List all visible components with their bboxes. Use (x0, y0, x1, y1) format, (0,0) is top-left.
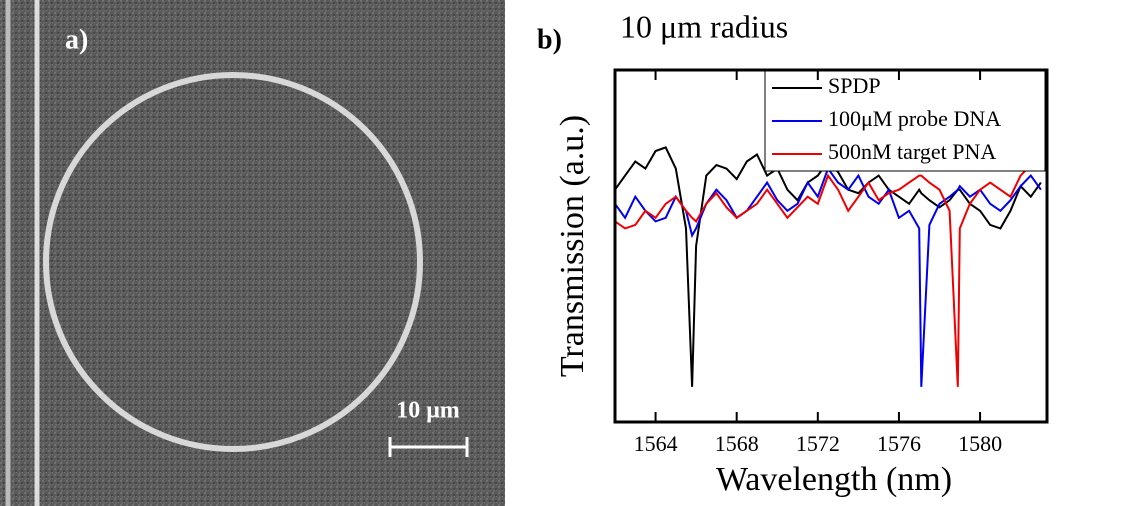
scale-bar-label: 10 μm (396, 398, 460, 424)
series-line (615, 146, 1042, 387)
y-axis-label: Transmission (a.u.) (554, 115, 591, 377)
x-tick-label: 1572 (796, 431, 840, 456)
x-axis-label: Wavelength (nm) (716, 461, 952, 498)
x-tick-label: 1568 (715, 431, 759, 456)
legend-label: 500nM target PNA (828, 139, 996, 164)
x-tick-label: 1580 (958, 431, 1002, 456)
panel-label: a) (65, 24, 88, 55)
series-line (615, 146, 1042, 387)
chart-title: 10 μm radius (620, 8, 788, 44)
x-tick-label: 1576 (877, 431, 921, 456)
panel-label: b) (537, 24, 562, 55)
x-tick-label: 1564 (634, 431, 678, 456)
plot-frame (613, 68, 1049, 424)
legend-label: 100μM probe DNA (828, 106, 1001, 131)
plot-area (615, 146, 1042, 387)
legend-label: SPDP (828, 73, 881, 98)
legend: SPDP 100μM probe DNA 500nM target PNA (764, 70, 1046, 172)
sem-image: a) 10 μm (0, 0, 505, 506)
series-line (615, 166, 1042, 387)
